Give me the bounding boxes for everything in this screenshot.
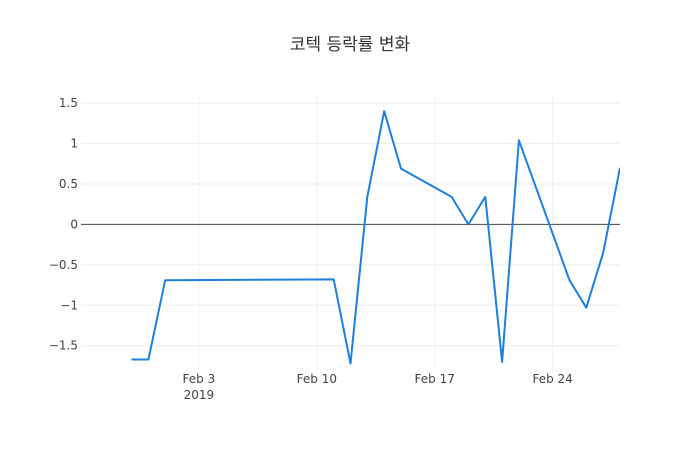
x-tick-label: Feb 10	[297, 372, 337, 386]
series-line	[131, 110, 620, 365]
grid-lines	[81, 95, 620, 370]
y-tick-label: −1	[60, 298, 78, 312]
x-tick-sublabel: 2019	[184, 388, 215, 402]
y-tick-label: −1.5	[49, 339, 78, 353]
y-tick-label: 0	[70, 217, 78, 231]
chart-title: 코텍 등락률 변화	[290, 35, 411, 55]
y-tick-label: 1.5	[59, 96, 78, 110]
y-tick-label: 1	[70, 137, 78, 151]
axis-tick-labels: 1.5 1 0.5 0 −0.5 −1 −1.5 Feb 3 2019 Feb 10 Feb 17 F…	[49, 96, 573, 402]
series-layer	[131, 110, 620, 365]
y-tick-label: −0.5	[49, 258, 78, 272]
x-tick-label: Feb 17	[415, 372, 455, 386]
x-tick-label: Feb 3	[183, 372, 216, 386]
y-tick-label: 0.5	[59, 177, 78, 191]
x-tick-label: Feb 24	[532, 372, 572, 386]
